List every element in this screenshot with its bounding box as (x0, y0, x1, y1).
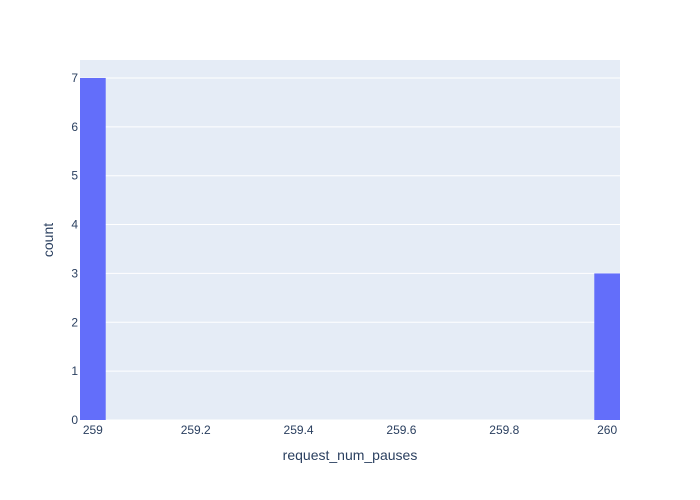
x-tick-label: 259.8 (489, 423, 519, 437)
y-tick-label: 6 (71, 120, 78, 134)
histogram-bar-1 (594, 273, 620, 420)
y-tick-label: 3 (71, 266, 78, 280)
gridlines (80, 77, 620, 421)
x-tick-label: 260 (597, 423, 617, 437)
plot-area (80, 60, 620, 420)
y-tick-label: 1 (71, 364, 78, 378)
x-axis-ticks: 259 259.2 259.4 259.6 259.8 260 (83, 423, 618, 437)
y-axis-title: count (40, 223, 56, 257)
x-tick-label: 259.2 (181, 423, 211, 437)
y-tick-label: 4 (71, 218, 78, 232)
bars (80, 77, 620, 420)
x-tick-label: 259.4 (284, 423, 314, 437)
histogram-bar-0 (80, 77, 106, 420)
y-tick-label: 5 (71, 169, 78, 183)
y-tick-label: 7 (71, 71, 78, 85)
y-tick-label: 2 (71, 315, 78, 329)
x-tick-label: 259.6 (386, 423, 416, 437)
y-tick-label: 0 (71, 413, 78, 427)
y-axis-ticks: 0 1 2 3 4 5 6 7 (71, 71, 78, 427)
x-axis-title: request_num_pauses (283, 447, 418, 463)
x-tick-label: 259 (83, 423, 103, 437)
